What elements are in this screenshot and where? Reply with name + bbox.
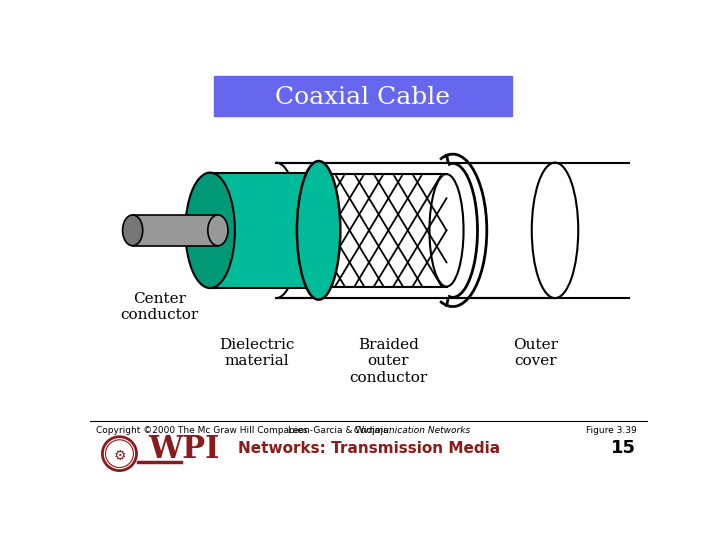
- Text: Networks: Transmission Media: Networks: Transmission Media: [238, 441, 500, 456]
- Text: Figure 3.39: Figure 3.39: [585, 426, 636, 435]
- Text: Coaxial Cable: Coaxial Cable: [275, 86, 450, 109]
- Circle shape: [106, 440, 133, 468]
- Ellipse shape: [532, 163, 578, 298]
- Text: Copyright ©2000 The Mc Graw Hill Companies: Copyright ©2000 The Mc Graw Hill Compani…: [96, 426, 308, 435]
- Text: Leon-Garcia & Widjaja:: Leon-Garcia & Widjaja:: [287, 426, 397, 435]
- Ellipse shape: [122, 215, 143, 246]
- Ellipse shape: [429, 174, 464, 287]
- Ellipse shape: [297, 161, 341, 300]
- Text: Braided
outer
conductor: Braided outer conductor: [349, 338, 428, 384]
- Text: Communication Networks: Communication Networks: [354, 426, 469, 435]
- Text: 15: 15: [611, 439, 636, 457]
- Text: Center
conductor: Center conductor: [121, 292, 199, 322]
- Bar: [317, 161, 320, 300]
- Bar: [276, 163, 555, 298]
- Bar: [297, 174, 446, 287]
- Bar: [214, 76, 513, 117]
- Text: Dielectric
material: Dielectric material: [219, 338, 294, 368]
- Ellipse shape: [208, 215, 228, 246]
- Bar: [210, 173, 319, 288]
- Text: ⚙: ⚙: [113, 449, 126, 463]
- Circle shape: [102, 437, 137, 470]
- Ellipse shape: [185, 173, 235, 288]
- Bar: [132, 215, 218, 246]
- Text: Outer
cover: Outer cover: [513, 338, 558, 368]
- Text: WPI: WPI: [148, 434, 220, 465]
